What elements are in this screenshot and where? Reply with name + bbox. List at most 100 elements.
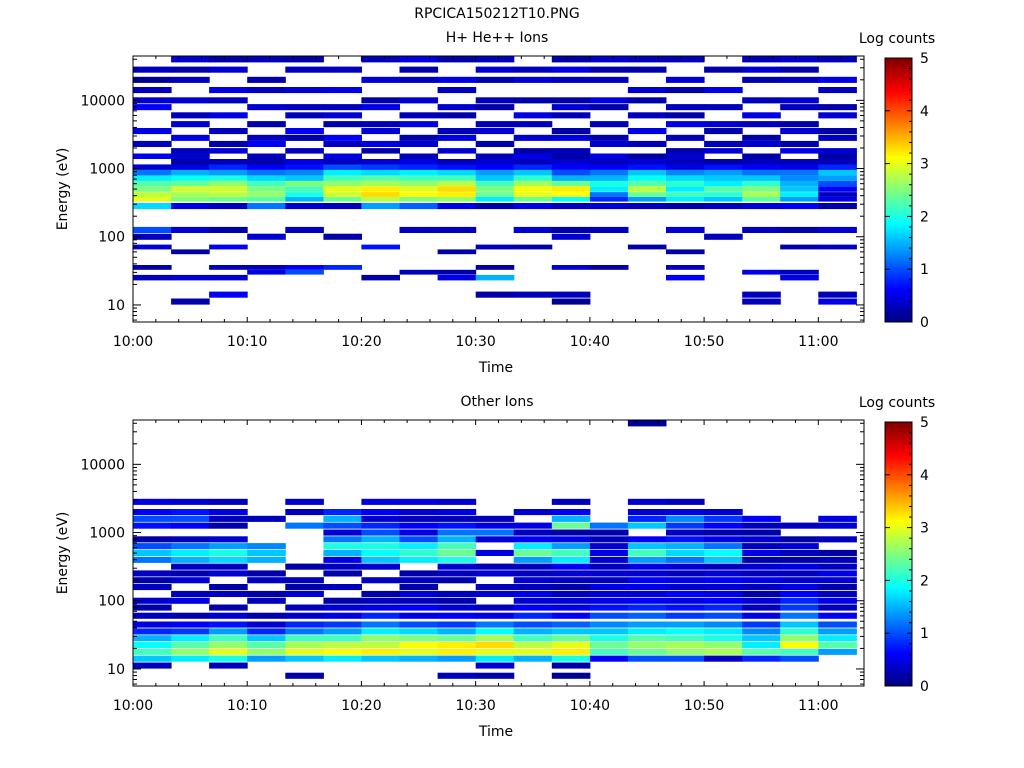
spectrogram-cell: [589, 584, 629, 591]
spectrogram-cell: [133, 169, 172, 176]
colorbar-swatch: [885, 558, 912, 561]
spectrogram-cell: [323, 134, 362, 141]
colorbar-swatch: [885, 94, 912, 97]
colorbar-swatch: [885, 100, 912, 103]
spectrogram-cell: [361, 597, 400, 604]
colorbar-swatch: [885, 64, 912, 67]
spectrogram-cell: [627, 604, 667, 611]
spectrogram-cell: [627, 597, 667, 604]
colorbar-swatch: [885, 600, 912, 603]
colorbar-swatch: [885, 116, 912, 119]
spectrogram-cell: [513, 164, 553, 170]
spectrogram-cell: [704, 556, 743, 563]
colorbar-swatch: [885, 160, 912, 163]
spectrogram-cell: [437, 498, 477, 505]
colorbar-swatch: [885, 256, 912, 259]
spectrogram-cell: [209, 196, 248, 202]
spectrogram-cell: [285, 635, 324, 642]
colorbar-swatch: [885, 66, 912, 69]
spectrogram-cell: [513, 621, 553, 628]
spectrogram-cell: [551, 148, 591, 154]
colorbar-swatch: [885, 666, 912, 669]
colorbar-swatch: [885, 532, 912, 535]
spectrogram-cell: [171, 642, 210, 649]
colorbar-swatch: [885, 254, 912, 257]
panel-other-ions: Other Ions 10:00 10:10 10:20 10:30 10:40 10:5…: [55, 394, 935, 740]
spectrogram-cell: [666, 265, 705, 270]
spectrogram-cell: [437, 628, 477, 635]
spectrogram-cell: [247, 570, 286, 577]
spectrogram-cell: [323, 175, 362, 181]
spectrogram-cell: [589, 570, 629, 577]
spectrogram-cell: [285, 192, 324, 197]
spectrogram-cell: [247, 203, 286, 210]
colorbar-swatch: [885, 430, 912, 433]
spectrogram-cell: [589, 97, 629, 104]
spectrogram-cell: [742, 597, 781, 604]
colorbar-swatch: [885, 248, 912, 251]
spectrogram-cell: [513, 543, 553, 550]
spectrogram-cell: [780, 612, 819, 619]
colorbar-swatch: [885, 468, 912, 471]
spectrogram-cell: [818, 604, 857, 611]
spectrogram-cell: [589, 642, 629, 649]
spectrogram-cell: [742, 543, 781, 550]
spectrogram-cell: [285, 175, 324, 181]
spectrogram-cell: [666, 498, 705, 505]
colorbar-swatch: [885, 316, 912, 319]
spectrogram-cell: [437, 112, 477, 119]
spectrogram-cell: [399, 66, 439, 73]
spectrogram-cell: [133, 175, 172, 181]
spectrogram-cell: [171, 186, 210, 192]
spectrogram-cell: [780, 536, 819, 543]
spectrogram-cell: [551, 186, 591, 192]
x-tick-label: 10:30: [455, 334, 495, 350]
spectrogram-cell: [437, 529, 477, 536]
colorbar-swatch: [885, 496, 912, 499]
spectrogram-cell: [475, 97, 515, 104]
spectrogram-cell: [475, 244, 515, 250]
spectrogram-cell: [247, 56, 286, 63]
spectrogram-cell: [780, 226, 819, 233]
spectrogram-cell: [437, 104, 477, 111]
spectrogram-cell: [666, 604, 705, 611]
spectrogram-cell: [323, 549, 362, 556]
spectrogram-cell: [666, 87, 705, 94]
colorbar-swatch: [885, 266, 912, 269]
spectrogram-cell: [627, 563, 667, 570]
spectrogram-cell: [627, 128, 667, 135]
spectrogram-cell: [437, 590, 477, 597]
spectrogram-cell: [247, 134, 286, 141]
spectrogram-cell: [551, 597, 591, 604]
spectrogram-cell: [818, 159, 857, 165]
spectrogram-cell: [627, 175, 667, 181]
spectrogram-cell: [475, 563, 515, 570]
colorbar-swatch: [885, 118, 912, 121]
spectrogram-cell: [704, 543, 743, 550]
colorbar-frame: [884, 57, 913, 323]
spectrogram-cell: [133, 612, 172, 619]
spectrogram-cell: [171, 274, 210, 281]
spectrogram-cell: [475, 140, 515, 147]
spectrogram-cell: [666, 249, 705, 255]
spectrogram-cell: [133, 655, 172, 662]
colorbar-swatch: [885, 214, 912, 217]
spectrogram-cell: [361, 549, 400, 556]
spectrogram-cell: [551, 543, 591, 550]
spectrogram-cell: [513, 536, 553, 543]
spectrogram-cell: [437, 515, 477, 522]
spectrogram-cell: [589, 153, 629, 159]
colorbar-swatch: [885, 574, 912, 577]
spectrogram-cell: [589, 169, 629, 176]
spectrogram-cell: [818, 87, 857, 94]
spectrogram-cell: [780, 244, 819, 250]
spectrogram-cell: [627, 635, 667, 642]
colorbar-swatch: [885, 462, 912, 465]
spectrogram-cell: [742, 577, 781, 584]
colorbar-swatch: [885, 106, 912, 109]
spectrogram-cell: [818, 180, 857, 187]
colorbar-swatch: [885, 672, 912, 675]
spectrogram-cell: [399, 655, 439, 662]
spectrogram-cell: [285, 563, 324, 570]
y-tick-label: 10000: [80, 457, 125, 473]
